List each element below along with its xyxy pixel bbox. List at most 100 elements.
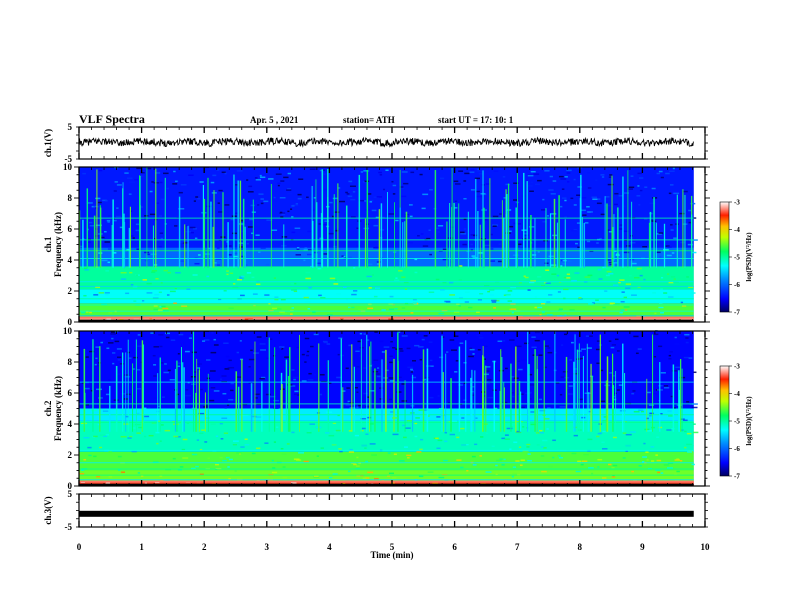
spectrogram-cell <box>634 276 640 279</box>
spectrogram-cell <box>602 477 607 479</box>
spectrogram-cell <box>98 446 103 449</box>
spectrogram-cell <box>156 442 159 445</box>
spectrogram-cell <box>538 354 543 356</box>
spectrogram-cell <box>256 447 261 450</box>
spectrogram-cell <box>522 450 529 452</box>
spectrogram-cell <box>516 430 521 433</box>
spectrogram-cell <box>631 392 635 395</box>
spectrogram-cell <box>159 440 162 442</box>
spectrogram-cell <box>273 441 277 443</box>
spectrogram-cell <box>177 365 181 368</box>
spectrogram-cell <box>280 348 284 350</box>
spectrogram-cell <box>679 212 686 215</box>
spectrogram-cell <box>681 305 687 307</box>
spectrogram-cell <box>671 252 675 254</box>
spectrogram-cell <box>638 465 642 467</box>
spectrogram-cell <box>392 433 399 436</box>
spectrogram-cell <box>566 273 571 276</box>
spectrogram-cell <box>313 374 317 376</box>
y-tick-label: 0 <box>68 317 73 327</box>
spectrogram-cell <box>623 251 630 254</box>
spectrogram-cell <box>304 301 311 303</box>
spectrogram-cell <box>518 446 522 448</box>
spectrogram-cell <box>347 400 350 403</box>
spectrogram-cell <box>226 273 229 276</box>
spectrogram-cell <box>646 417 649 420</box>
spectrogram-cell <box>477 168 480 171</box>
spectrogram-cell <box>359 346 365 349</box>
spectrogram-cell <box>675 366 680 369</box>
spectrogram-cell <box>246 272 252 274</box>
spectrogram-cell <box>482 345 488 348</box>
spectrogram-cell <box>686 443 692 446</box>
station-label: station= ATH <box>343 115 395 125</box>
colorbar-tick-label: -3 <box>734 363 740 371</box>
spectrogram-cell <box>338 337 343 339</box>
spectrogram-cell <box>199 181 204 183</box>
spectrogram-cell <box>307 230 312 233</box>
spectrogram-cell <box>117 359 121 361</box>
spectrogram-cell <box>581 348 586 350</box>
spectrogram-cell <box>219 378 223 380</box>
spectrogram-cell <box>392 193 396 195</box>
spectrogram-cell <box>660 276 664 279</box>
spectrogram-cell <box>274 298 279 301</box>
spectrogram-cell <box>170 339 176 341</box>
spectrogram-cell <box>582 214 587 216</box>
spectrogram-cell <box>513 222 518 225</box>
spectrogram-cell <box>137 334 141 336</box>
spectrogram-cell <box>348 180 353 183</box>
spectrogram-cell <box>586 211 593 213</box>
spectrogram-cell <box>133 300 137 302</box>
spectrogram-cell <box>365 460 369 463</box>
spectrogram-cell <box>247 191 254 193</box>
spectrogram-cell <box>487 379 492 381</box>
spectrogram-cell <box>227 367 233 369</box>
spectrogram-cell <box>439 356 444 359</box>
spectrogram-cell <box>515 345 522 348</box>
spectrogram-cell <box>105 434 109 436</box>
spectrogram-band <box>79 266 694 290</box>
spectrogram-cell <box>643 218 648 220</box>
spectrogram-cell <box>359 332 363 335</box>
spectrogram-cell <box>476 170 483 173</box>
spectrogram-cell <box>520 459 525 461</box>
spectrogram-cell <box>578 297 582 299</box>
spectrogram-cell <box>116 348 122 350</box>
spectrogram-cell <box>471 394 475 396</box>
spectrogram-cell <box>658 345 663 348</box>
spectrogram-cell <box>428 229 431 231</box>
spectrogram-cell <box>630 241 636 244</box>
spectrogram-cell <box>331 237 336 240</box>
spectrogram-cell <box>623 306 630 308</box>
spectrogram-cell <box>142 279 147 281</box>
spectrogram-cell <box>454 207 458 209</box>
spectrogram-cell <box>462 243 467 246</box>
spectrogram-cell <box>218 298 222 301</box>
spectrogram-cell <box>256 283 261 286</box>
spectrogram-cell <box>304 247 308 249</box>
spectrogram-cell <box>281 213 286 216</box>
spectrogram-cell <box>420 233 424 235</box>
spectrogram-cell <box>687 451 692 453</box>
spectrogram-cell <box>297 193 302 196</box>
spectrogram-cell <box>597 198 601 200</box>
spectrogram-cell <box>530 411 535 413</box>
spectrogram-cell <box>578 429 582 431</box>
spectrogram-cell <box>318 294 322 297</box>
colorbar <box>719 201 730 313</box>
spectrogram-cell <box>294 390 299 393</box>
spectrogram-cell <box>383 188 386 191</box>
spectrogram-cell <box>167 369 171 372</box>
spectrogram-cell <box>513 182 519 184</box>
spectrogram-cell <box>463 399 467 401</box>
spectrogram-cell <box>468 355 474 358</box>
spectrogram-cell <box>258 193 264 195</box>
spectrogram-cell <box>421 207 426 210</box>
spectrogram-cell <box>362 181 365 183</box>
y-tick-label: 8 <box>68 193 73 203</box>
spectrogram-cell <box>177 353 180 355</box>
spectrogram-cell <box>333 283 339 285</box>
spectrogram-cell <box>303 296 309 299</box>
spectrogram-cell <box>177 362 181 364</box>
